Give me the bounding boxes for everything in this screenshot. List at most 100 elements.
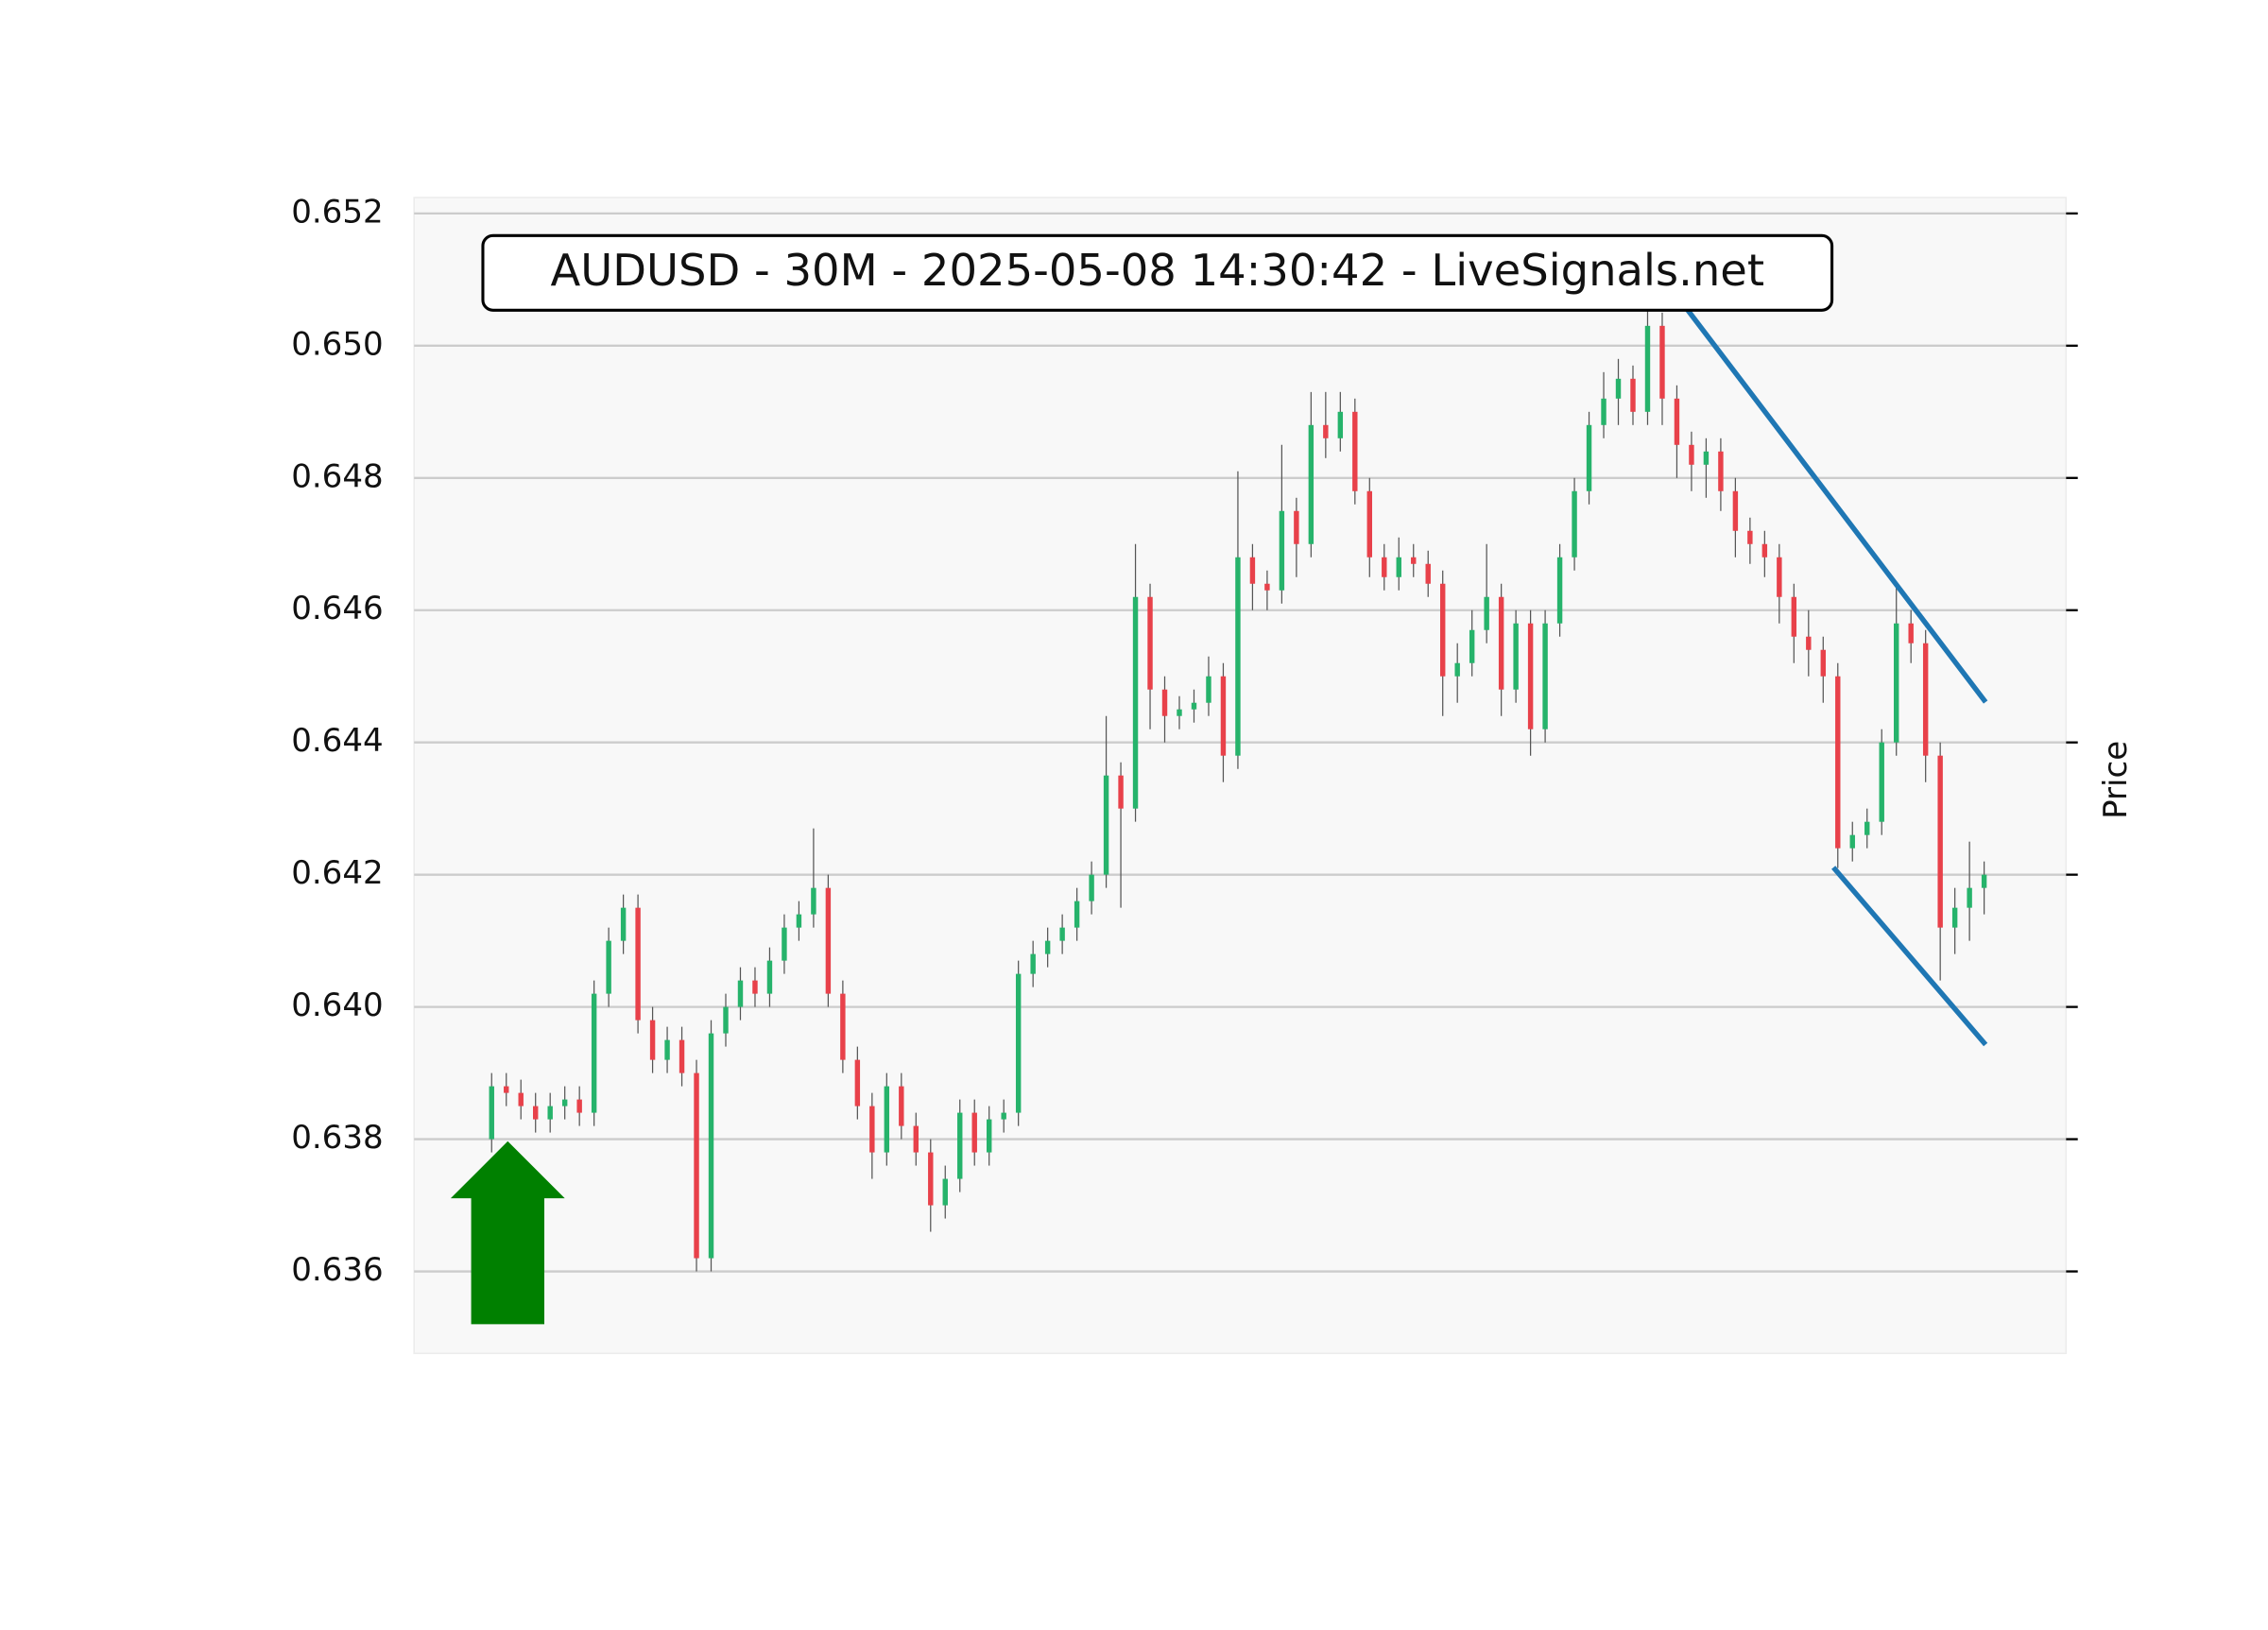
y-tick-label: 0.636 xyxy=(291,1251,383,1289)
candle-body xyxy=(518,1092,524,1107)
trendline xyxy=(1683,305,1988,704)
candle-body xyxy=(1089,874,1094,901)
y-tick-label: 0.648 xyxy=(291,457,383,495)
candle-body xyxy=(576,1099,582,1113)
buy-arrow xyxy=(450,1141,565,1325)
candle-body xyxy=(1864,821,1870,835)
candle-body xyxy=(1937,755,1943,928)
candle-body xyxy=(1498,596,1504,690)
candle-body xyxy=(854,1059,861,1107)
candle-body xyxy=(1922,643,1929,756)
y-tick-label: 0.642 xyxy=(291,854,383,892)
candle-body xyxy=(1220,676,1227,756)
candle-body xyxy=(649,1020,656,1060)
candle-body xyxy=(752,980,758,994)
candle-body xyxy=(1806,636,1812,650)
candle-body xyxy=(1894,623,1899,743)
y-tick-label: 0.646 xyxy=(291,590,383,627)
candle-body xyxy=(664,1039,670,1060)
candle-body xyxy=(561,1099,568,1107)
candle-body xyxy=(1835,676,1841,849)
candle-body xyxy=(504,1086,509,1093)
candle-body xyxy=(1396,557,1401,577)
candle-body xyxy=(723,1006,729,1034)
candle-body xyxy=(1147,596,1153,690)
candle-body xyxy=(1469,629,1475,663)
candle-body xyxy=(1279,510,1285,591)
candle-body xyxy=(606,940,611,994)
candle-body xyxy=(971,1112,977,1153)
chart-title: AUDUSD - 30M - 2025-05-08 14:30:42 - Liv… xyxy=(550,245,1764,296)
candle-body xyxy=(1132,596,1139,809)
candle-body xyxy=(1747,530,1753,544)
candle-body xyxy=(1689,444,1694,465)
candle-body xyxy=(1411,557,1417,564)
y-axis-label: Price xyxy=(2097,741,2135,819)
candle-body xyxy=(1556,557,1563,624)
candle-body xyxy=(1572,490,1577,558)
candle-body xyxy=(1440,583,1446,677)
candle-body xyxy=(766,960,773,994)
candle-body xyxy=(811,887,816,915)
candle-body xyxy=(1527,623,1534,729)
candle-body xyxy=(1601,398,1606,425)
candle-body xyxy=(957,1112,963,1179)
candle-body xyxy=(1206,676,1211,703)
y-tick-label: 0.644 xyxy=(291,722,383,760)
candle-body xyxy=(840,993,846,1060)
candle-body xyxy=(1191,702,1197,710)
y-tick-label: 0.652 xyxy=(291,193,383,231)
candle-body xyxy=(1791,596,1797,637)
candle-body xyxy=(1879,742,1884,822)
candle-body xyxy=(1323,424,1329,438)
candle-body xyxy=(1044,940,1051,954)
plot-area xyxy=(413,197,2068,1355)
candle-body xyxy=(1235,557,1241,756)
candle-body xyxy=(694,1072,699,1259)
candle-body xyxy=(1967,887,1972,908)
candle-body xyxy=(1294,510,1299,544)
candle-body xyxy=(1674,398,1680,445)
candle-body xyxy=(1777,557,1782,597)
candle-body xyxy=(987,1119,992,1153)
candle-body xyxy=(1659,325,1665,399)
candle-body xyxy=(1732,490,1739,531)
candle-body xyxy=(1425,563,1431,584)
candle-body xyxy=(1644,325,1651,412)
candle-body xyxy=(1849,834,1855,849)
candle-body xyxy=(1366,490,1372,558)
candle-body xyxy=(1308,424,1314,544)
candle-body xyxy=(1586,424,1592,491)
candle-body xyxy=(1630,378,1636,412)
candle-body xyxy=(1177,709,1182,716)
candle-body xyxy=(1615,378,1622,399)
candle-body xyxy=(796,914,802,928)
trendlines xyxy=(1683,305,1988,1047)
candle-body xyxy=(1059,927,1065,941)
candle-body xyxy=(533,1106,539,1120)
candle-body xyxy=(1352,411,1358,491)
candle-body xyxy=(928,1152,934,1206)
candle-body xyxy=(1513,623,1519,690)
candle-body xyxy=(708,1033,714,1259)
candle-body xyxy=(1001,1112,1006,1120)
candle-body xyxy=(1542,623,1548,729)
grid: 0.636 0.638 0.640 0.642 0.644 0.646 0.648 0.650… xyxy=(291,193,2078,1289)
candle-body xyxy=(1015,973,1022,1113)
candle-body xyxy=(1030,953,1036,974)
candle-body xyxy=(1703,451,1710,465)
candle-body xyxy=(1484,596,1489,630)
candle-body xyxy=(1981,874,1987,888)
candle-body xyxy=(547,1106,553,1120)
candle-body xyxy=(1161,689,1168,716)
candle-body xyxy=(1951,907,1958,928)
candle-body xyxy=(1249,557,1256,584)
y-tick-label: 0.650 xyxy=(291,325,383,363)
candle-body xyxy=(1761,543,1768,558)
candle-body xyxy=(737,980,744,1007)
candle-body xyxy=(913,1125,919,1153)
candle-body xyxy=(591,993,597,1113)
candle-body xyxy=(782,927,787,961)
